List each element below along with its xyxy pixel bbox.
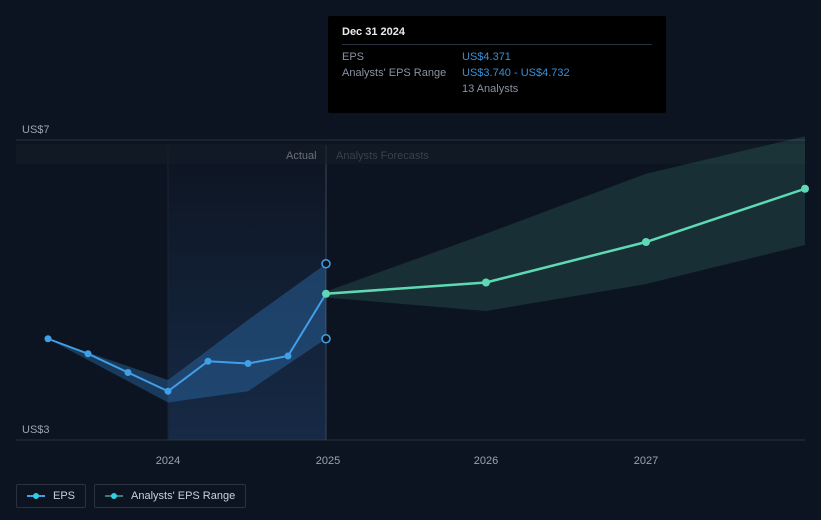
x-axis-label: 2027 <box>634 455 658 467</box>
x-axis-label: 2026 <box>474 455 498 467</box>
legend-swatch-eps <box>27 491 45 501</box>
x-axis-label: 2025 <box>316 455 340 467</box>
legend-swatch-range <box>105 491 123 501</box>
tooltip-eps-val: US$4.371 <box>462 49 511 65</box>
tooltip-eps-key: EPS <box>342 49 462 65</box>
legend-item-range[interactable]: Analysts' EPS Range <box>94 484 246 508</box>
legend-label-range: Analysts' EPS Range <box>131 490 235 502</box>
tooltip-analyst-count: 13 Analysts <box>462 81 652 95</box>
chart-legend: EPS Analysts' EPS Range <box>16 484 246 508</box>
tooltip-date: Dec 31 2024 <box>342 26 652 45</box>
tooltip-range-val: US$3.740 - US$4.732 <box>462 65 570 81</box>
tooltip-range-key: Analysts' EPS Range <box>342 65 462 81</box>
legend-label-eps: EPS <box>53 490 75 502</box>
eps-chart: Dec 31 2024 EPS US$4.371 Analysts' EPS R… <box>0 0 821 520</box>
chart-tooltip: Dec 31 2024 EPS US$4.371 Analysts' EPS R… <box>328 16 666 113</box>
legend-item-eps[interactable]: EPS <box>16 484 86 508</box>
x-axis-label: 2024 <box>156 455 180 467</box>
